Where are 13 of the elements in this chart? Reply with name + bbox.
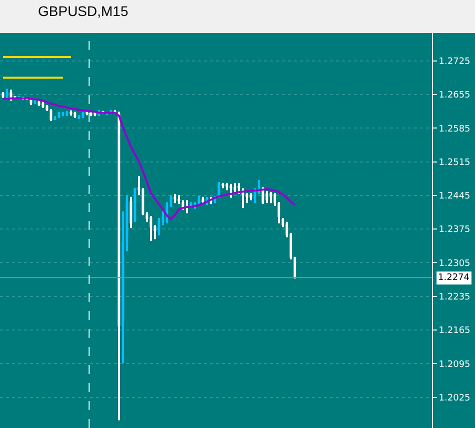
ref-line-label: 1.2274 [438,273,470,283]
y-tick-label: 1.2725 [438,57,470,68]
y-tick-label: 1.2235 [438,292,470,302]
y-tick-label: 1.2025 [438,393,470,404]
y-tick-label: 1.2655 [438,90,470,101]
y-tick-label: 1.2585 [438,124,470,134]
y-tick-label: 1.2375 [438,225,470,236]
y-tick-label: 1.2095 [438,360,470,370]
y-tick-label: 1.2515 [438,158,470,168]
y-tick-label: 1.2305 [438,258,470,269]
y-tick-label: 1.2445 [438,192,470,202]
y-tick-label: 1.2165 [438,326,470,336]
chart-title: GBPUSD,M15 [38,3,128,20]
